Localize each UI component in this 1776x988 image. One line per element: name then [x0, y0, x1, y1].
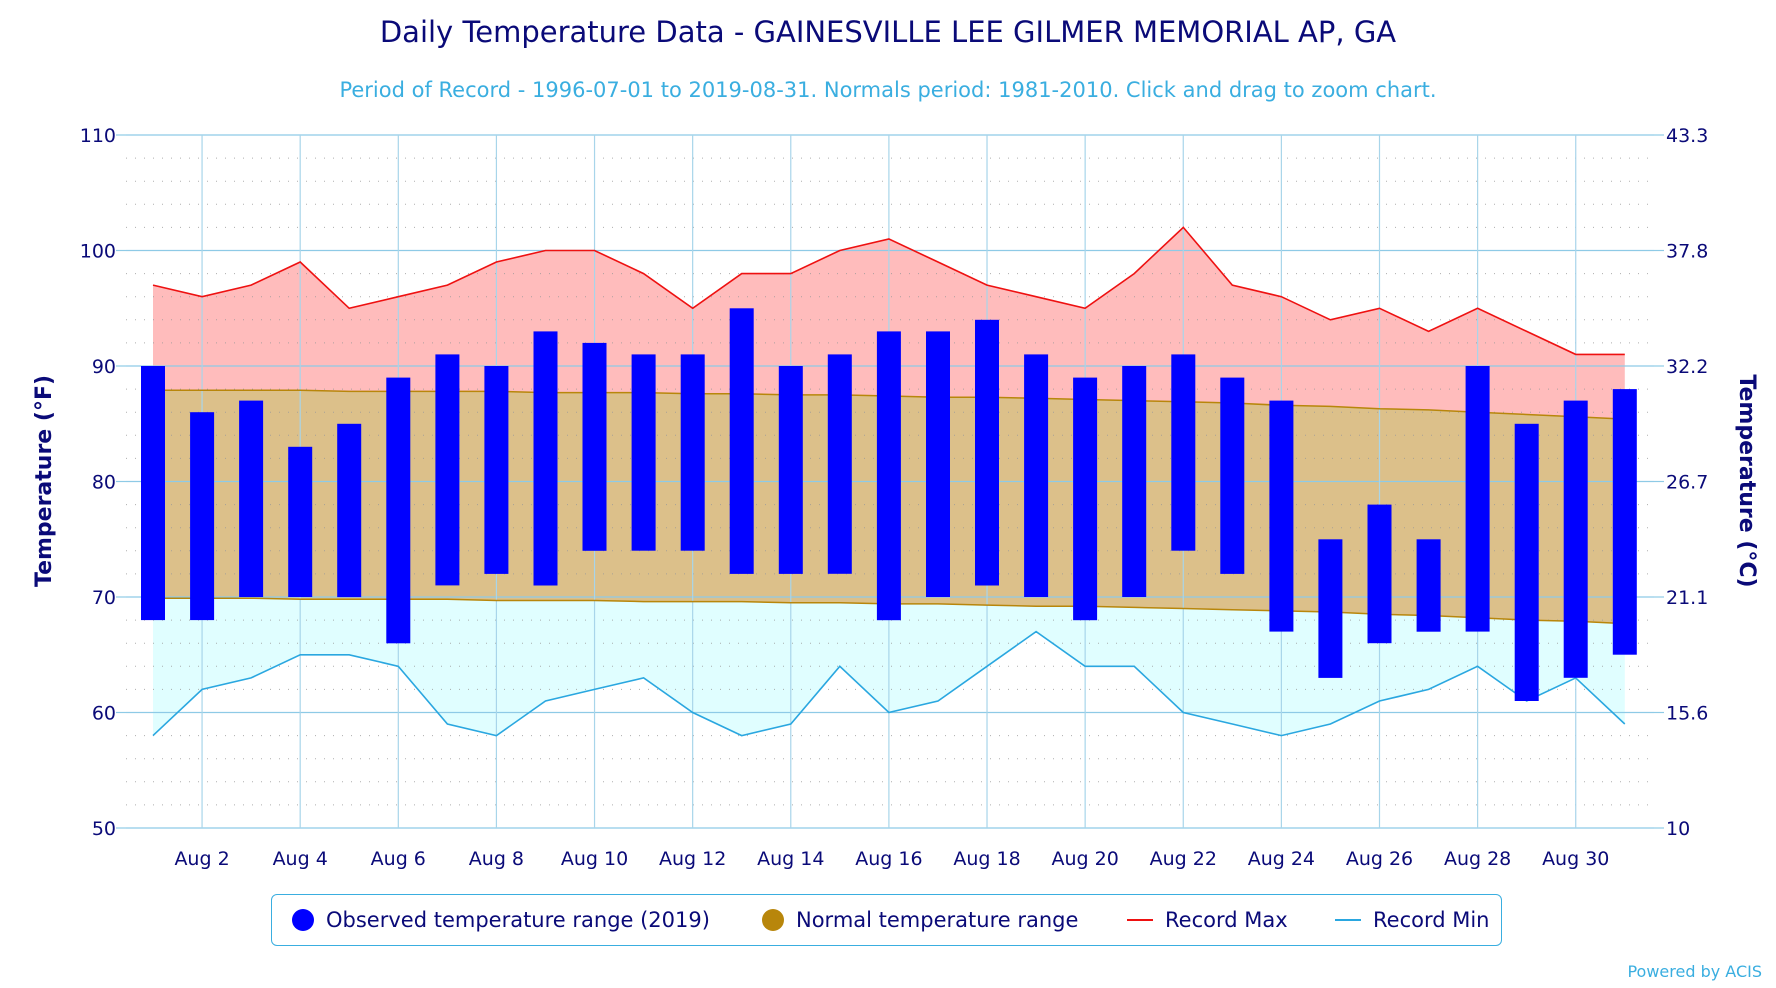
observed-bar-aug-3[interactable] — [239, 400, 264, 597]
x-tick-label: Aug 8 — [469, 848, 524, 870]
legend-marker-observed — [292, 909, 314, 931]
x-tick-label: Aug 14 — [757, 848, 824, 870]
observed-bar-aug-14[interactable] — [778, 366, 803, 574]
observed-bar-aug-4[interactable] — [288, 446, 313, 597]
observed-bar-aug-6[interactable] — [386, 377, 411, 644]
observed-bar-aug-5[interactable] — [337, 423, 362, 598]
observed-bar-aug-29[interactable] — [1514, 423, 1539, 701]
x-tick-label: Aug 4 — [273, 848, 328, 870]
legend-label-observed: Observed temperature range (2019) — [326, 908, 710, 932]
y-tick-label-right: 10 — [1666, 818, 1690, 840]
observed-bar-aug-23[interactable] — [1220, 377, 1245, 574]
y-tick-label-left: 60 — [92, 703, 116, 725]
y-tick-label-left: 110 — [80, 125, 116, 147]
y-tick-label-right: 32.2 — [1666, 356, 1708, 378]
x-tick-label: Aug 26 — [1346, 848, 1413, 870]
observed-bar-aug-21[interactable] — [1122, 366, 1147, 597]
y-tick-label-left: 90 — [92, 356, 116, 378]
y-tick-label-right: 21.1 — [1666, 587, 1708, 609]
x-tick-label: Aug 2 — [174, 848, 229, 870]
x-tick-label: Aug 10 — [561, 848, 628, 870]
observed-bar-aug-12[interactable] — [680, 354, 705, 551]
chart-subtitle: Period of Record - 1996-07-01 to 2019-08… — [339, 78, 1436, 102]
observed-bar-aug-16[interactable] — [876, 331, 901, 621]
observed-bar-aug-8[interactable] — [484, 366, 509, 574]
observed-bar-aug-19[interactable] — [1024, 354, 1049, 597]
legend-label-normal: Normal temperature range — [796, 908, 1079, 932]
legend-label-record-max: Record Max — [1165, 908, 1288, 932]
x-tick-label: Aug 20 — [1051, 848, 1118, 870]
credits-link[interactable]: Powered by ACIS — [1627, 962, 1762, 981]
x-tick-label: Aug 6 — [371, 848, 426, 870]
observed-bar-aug-27[interactable] — [1416, 539, 1441, 632]
y-tick-label-right: 15.6 — [1666, 703, 1708, 725]
observed-bar-aug-17[interactable] — [926, 331, 950, 597]
observed-bar-aug-11[interactable] — [631, 354, 656, 551]
y-tick-label-left: 70 — [92, 587, 116, 609]
observed-bar-aug-26[interactable] — [1367, 504, 1392, 644]
y-tick-label-right: 37.8 — [1666, 241, 1708, 263]
record-min-line[interactable] — [152, 630, 1626, 737]
observed-bar-aug-22[interactable] — [1171, 354, 1196, 551]
legend-item-record-min[interactable]: Record Min — [1335, 895, 1490, 945]
y-tick-label-left: 100 — [80, 241, 116, 263]
legend-item-record-max[interactable]: Record Max — [1127, 895, 1288, 945]
observed-bar-aug-2[interactable] — [190, 412, 215, 621]
observed-bar-aug-31[interactable] — [1612, 389, 1637, 655]
observed-bar-aug-7[interactable] — [435, 354, 460, 586]
y-tick-label-left: 50 — [92, 818, 116, 840]
observed-bar-aug-30[interactable] — [1563, 400, 1588, 678]
x-tick-label: Aug 22 — [1150, 848, 1217, 870]
x-tick-label: Aug 18 — [953, 848, 1020, 870]
observed-bar-aug-13[interactable] — [729, 308, 754, 574]
record-max-line[interactable] — [152, 226, 1625, 356]
observed-bar-aug-15[interactable] — [827, 354, 852, 574]
observed-bar-aug-24[interactable] — [1269, 400, 1294, 632]
y-tick-label-right: 43.3 — [1666, 125, 1708, 147]
x-tick-label: Aug 30 — [1542, 848, 1609, 870]
y-tick-label-right: 26.7 — [1666, 472, 1708, 494]
observed-bar-aug-10[interactable] — [582, 342, 607, 551]
observed-bar-aug-9[interactable] — [533, 331, 558, 586]
legend-label-record-min: Record Min — [1373, 908, 1490, 932]
observed-bar-aug-18[interactable] — [975, 319, 999, 586]
y-axis-label-left: Temperature (°F) — [32, 375, 57, 587]
legend: Observed temperature range (2019) Normal… — [271, 894, 1502, 946]
chart-title: Daily Temperature Data - GAINESVILLE LEE… — [380, 15, 1396, 49]
x-tick-label: Aug 24 — [1248, 848, 1315, 870]
x-tick-label: Aug 28 — [1444, 848, 1511, 870]
legend-marker-record-max — [1127, 919, 1153, 921]
x-tick-label: Aug 12 — [659, 848, 726, 870]
legend-marker-normal — [762, 909, 784, 931]
observed-bar-aug-20[interactable] — [1073, 377, 1098, 621]
legend-item-observed[interactable]: Observed temperature range (2019) — [292, 895, 710, 945]
observed-bar-aug-25[interactable] — [1318, 539, 1343, 678]
y-axis-label-right: Temperature (°C) — [1734, 374, 1759, 587]
legend-item-normal[interactable]: Normal temperature range — [762, 895, 1078, 945]
legend-marker-record-min — [1335, 919, 1361, 921]
x-tick-label: Aug 16 — [855, 848, 922, 870]
y-tick-label-left: 80 — [92, 472, 116, 494]
observed-bar-aug-1[interactable] — [141, 366, 165, 621]
observed-bar-aug-28[interactable] — [1465, 366, 1490, 632]
